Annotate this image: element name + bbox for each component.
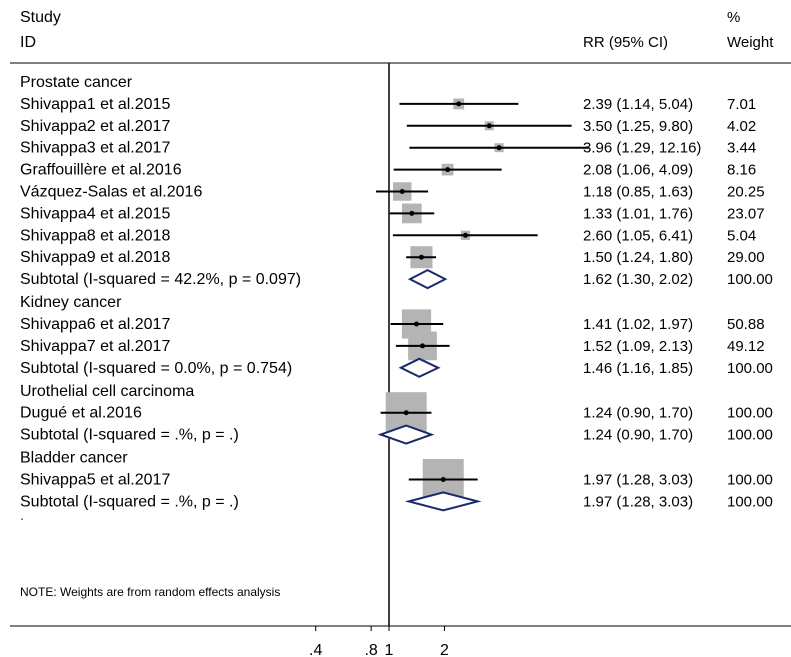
x-axis: .4 .8 1 2	[309, 626, 449, 657]
study-label: Shivappa5 et al.2017	[20, 471, 170, 488]
point-estimate	[440, 476, 446, 482]
header-percent: %	[727, 9, 740, 26]
study-ci: 2.08 (1.06, 4.09)	[583, 162, 693, 179]
group-title: Kidney cancer	[20, 294, 122, 311]
subtotal-label: Subtotal (I-squared = .%, p = .)	[20, 493, 239, 510]
separator-dot	[21, 384, 23, 387]
subtotal-weight: 100.00	[727, 271, 773, 288]
x-tick-label: .8	[364, 642, 377, 657]
study-ci: 1.33 (1.01, 1.76)	[583, 205, 693, 222]
study-label: Shivappa1 et al.2015	[20, 96, 170, 113]
study-ci: 1.52 (1.09, 2.13)	[583, 338, 693, 355]
subtotal-diamond	[404, 491, 482, 512]
point-estimate	[399, 189, 405, 194]
subtotal-label: Subtotal (I-squared = 0.0%, p = 0.754)	[20, 360, 292, 377]
study-weight: 50.88	[727, 316, 765, 333]
separator-dot	[21, 296, 23, 298]
subtotal-ci: 1.97 (1.28, 3.03)	[583, 493, 693, 510]
study-label: Shivappa2 et al.2017	[20, 118, 170, 135]
x-tick-label: .4	[309, 642, 322, 657]
subtotal-diamond	[377, 424, 435, 445]
header-study: Study	[20, 9, 61, 26]
study-label: Shivappa6 et al.2017	[20, 316, 170, 333]
point-estimate	[486, 123, 492, 129]
study-label: Dugué et al.2016	[20, 405, 142, 422]
study-weight: 7.01	[727, 96, 756, 113]
study-ci: 2.39 (1.14, 5.04)	[583, 96, 693, 113]
study-weight: 49.12	[727, 338, 765, 355]
subtotal-weight: 100.00	[727, 493, 773, 510]
header-id: ID	[20, 34, 36, 51]
study-ci: 1.41 (1.02, 1.97)	[583, 316, 693, 333]
study-weight: 3.44	[727, 140, 756, 157]
study-ci: 3.96 (1.29, 12.16)	[583, 140, 701, 157]
subtotal-label: Subtotal (I-squared = .%, p = .)	[20, 427, 239, 444]
study-label: Graffouillère et al.2016	[20, 162, 182, 179]
study-ci: 1.97 (1.28, 3.03)	[583, 471, 693, 488]
point-estimate	[403, 410, 409, 416]
study-weight: 20.25	[727, 184, 765, 201]
subtotal-diamond	[407, 268, 448, 290]
point-estimate	[419, 343, 425, 349]
group-title: Bladder cancer	[20, 450, 128, 467]
rows-layer: Prostate cancer Shivappa1 et al.2015 2.39 …	[20, 74, 773, 521]
group-title: Urothelial cell carcinoma	[20, 383, 194, 400]
header-weight: Weight	[727, 34, 774, 51]
study-ci: 1.50 (1.24, 1.80)	[583, 249, 693, 266]
study-label: Shivappa3 et al.2017	[20, 140, 170, 157]
subtotal-label: Subtotal (I-squared = 42.2%, p = 0.097)	[20, 271, 301, 288]
point-estimate	[418, 254, 424, 260]
study-ci: 3.50 (1.25, 9.80)	[583, 118, 693, 135]
study-ci: 1.24 (0.90, 1.70)	[583, 405, 693, 422]
study-ci: 2.60 (1.05, 6.41)	[583, 227, 693, 244]
study-label: Shivappa8 et al.2018	[20, 227, 170, 244]
study-ci: 1.18 (0.85, 1.63)	[583, 184, 693, 201]
subtotal-ci: 1.62 (1.30, 2.02)	[583, 271, 693, 288]
group-title: Prostate cancer	[20, 74, 133, 91]
study-weight: 29.00	[727, 249, 765, 266]
point-estimate	[409, 210, 415, 216]
point-estimate	[462, 232, 468, 238]
study-label: Shivappa9 et al.2018	[20, 249, 170, 266]
study-label: Shivappa7 et al.2017	[20, 338, 170, 355]
point-estimate	[413, 321, 419, 327]
study-weight: 4.02	[727, 118, 756, 135]
header-rr: RR (95% CI)	[583, 34, 668, 51]
point-estimate	[445, 167, 451, 173]
subtotal-ci: 1.24 (0.90, 1.70)	[583, 427, 693, 444]
study-label: Shivappa4 et al.2015	[20, 205, 170, 222]
study-weight: 5.04	[727, 227, 756, 244]
study-weight: 8.16	[727, 162, 756, 179]
separator-dot	[21, 518, 23, 521]
x-tick-label: 1	[385, 642, 394, 657]
study-label: Vázquez-Salas et al.2016	[20, 184, 202, 201]
subtotal-weight: 100.00	[727, 427, 773, 444]
x-tick-label: 2	[440, 642, 449, 657]
study-weight: 100.00	[727, 405, 773, 422]
note-text: NOTE: Weights are from random effects an…	[20, 585, 280, 599]
subtotal-diamond	[398, 357, 441, 378]
separator-dot	[21, 451, 23, 454]
point-estimate	[496, 145, 502, 151]
study-weight: 100.00	[727, 471, 773, 488]
subtotal-ci: 1.46 (1.16, 1.85)	[583, 360, 693, 377]
study-weight: 23.07	[727, 205, 765, 222]
point-estimate	[456, 101, 462, 107]
subtotal-weight: 100.00	[727, 360, 773, 377]
